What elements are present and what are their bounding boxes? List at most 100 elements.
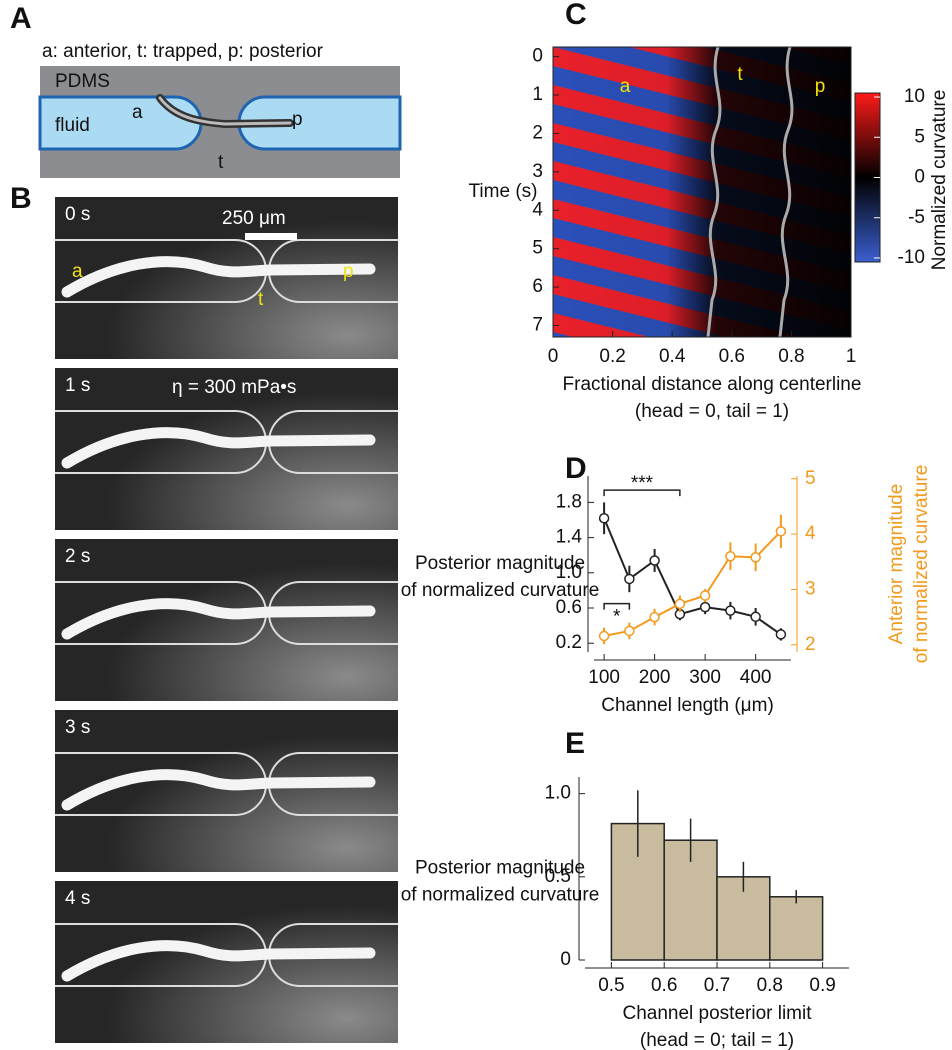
x-tick-label: 400 [740,667,772,688]
y2-tick-label: 4 [805,523,816,544]
x-tick-label: 0.6 [719,346,745,367]
plot-frame [552,46,852,338]
x-tick-label: 0.4 [659,346,686,367]
data-point [775,629,787,640]
panel-letter: E [565,727,585,760]
heatmap-fade [553,47,851,337]
bar [610,822,665,961]
data-point [699,590,711,601]
x-tick-label: 300 [689,667,721,688]
y-tick-label: 1.8 [556,491,582,512]
y-tick-label: 1.0 [556,562,582,583]
significance-bracket [603,602,631,610]
x-tick-label: 0.5 [598,975,624,996]
label: p [292,109,303,130]
y-tick-label: 5 [532,238,543,259]
heatmap-image [553,46,881,338]
colorbar-tick-label: 0 [914,167,925,188]
y2-tick-label: 5 [805,468,816,489]
data-point [649,611,660,623]
panel-b: B 0 s 250 μm a t p 1 s η = 300 mPa•s 2 s 3 s 4 s [10,182,398,1043]
y-tick-label: 4 [532,199,543,220]
data-point [598,512,610,524]
viscosity: η = 300 mPa•s [172,377,296,398]
y2-tick-label: 3 [805,578,816,599]
panel-a: A a: anterior, t: trapped, p: posterior … [10,2,402,178]
boundary-line [706,46,722,338]
panel-letter: C [565,0,587,31]
y2-axis-label: of normalized curvature [911,465,932,664]
y-tick-label: 0 [532,46,543,67]
y-tick-label: 6 [532,276,543,297]
panel-letter: B [10,182,32,215]
data-point [624,625,635,637]
label: t [218,152,224,173]
x-axis-label: (head = 0, tail = 1) [635,401,789,422]
worm-highlight [158,96,292,126]
label: p [343,261,354,282]
panel-letter: A [10,2,32,35]
x-tick-label: 0.8 [778,346,804,367]
x-tick-label: 0.8 [757,975,783,996]
y-axis-label: of normalized curvature [401,885,600,906]
y-axis-label: of normalized curvature [401,580,600,601]
y-tick-label: 0.6 [556,597,582,618]
frame-time: 0 s [65,204,90,225]
colorbar-tick-label: 5 [914,126,925,147]
y-axis-label: Posterior magnitude [415,858,585,879]
region-label: t [737,64,743,85]
data-point [649,555,660,566]
x-axis-label: Channel length (μm) [601,695,774,716]
x-tick-label: 0.6 [651,975,677,996]
significance-label: *** [631,473,654,494]
data-point [750,611,761,623]
y2-axis-label: Anterior magnitude [886,484,907,645]
left-chamber [38,95,203,151]
x-tick-label: 0.9 [809,975,835,996]
scale-bar [245,233,297,240]
region-label: p [815,76,826,97]
data-point [725,605,736,616]
colorbar-tick-label: 10 [904,86,925,107]
frame-time: 1 s [65,375,90,396]
x-tick-label: 0 [548,346,559,367]
data-point [699,601,711,613]
x-axis-label: Fractional distance along centerline [563,374,862,395]
micrograph [55,539,398,701]
y-tick-label: 3 [532,161,543,182]
y-tick-label: 1 [532,84,543,105]
boundary-line [778,46,794,338]
y-tick-label: 1.4 [556,527,583,548]
label: a [72,261,83,282]
colorbar-label: Normalized curvature [929,90,950,271]
x-tick-label: 200 [639,667,671,688]
colorbar-tick-label: -10 [898,247,925,268]
micrograph [55,881,398,1043]
x-axis-label: (head = 0; tail = 1) [640,1030,794,1050]
region-label: a [620,76,631,97]
data-point [624,573,635,585]
frame-time: 2 s [65,546,90,567]
y-tick-label: 7 [532,314,543,335]
y-tick-label: 0.2 [556,632,582,653]
frame-time: 4 s [65,888,90,909]
significance-label: * [613,607,621,628]
label: fluid [55,115,90,136]
colorbar-tick-label: -5 [908,207,925,228]
bar [769,896,824,961]
x-tick-label: 1 [846,346,857,367]
y-tick-label: 0.5 [545,866,571,887]
y-tick-label: 0 [560,949,571,970]
scale-bar-label: 250 μm [222,208,286,229]
y-tick-label: 1.0 [545,783,571,804]
micrograph [55,710,398,872]
panel-letter: D [565,452,587,485]
significance-bracket [603,489,681,497]
y-tick-label: 2 [532,122,543,143]
data-point [775,526,787,537]
label: t [258,289,264,310]
x-tick-label: 100 [588,667,620,688]
label: PDMS [55,71,110,92]
data-point [750,552,761,563]
